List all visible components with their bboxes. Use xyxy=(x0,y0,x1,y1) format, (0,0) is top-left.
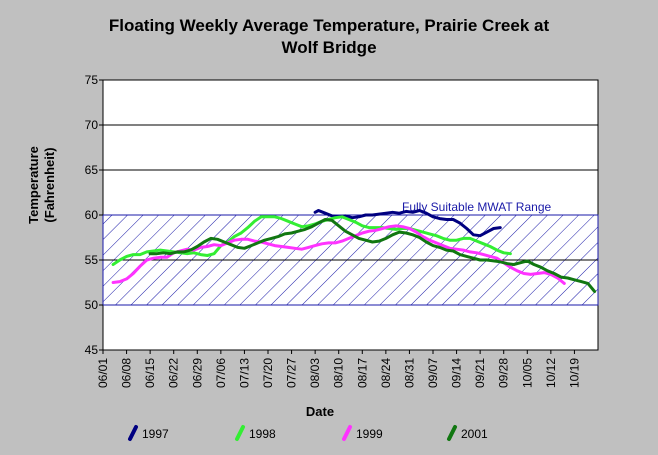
x-tick-label: 08/10 xyxy=(332,358,346,388)
x-tick-label: 08/24 xyxy=(379,358,393,388)
x-tick-label: 10/12 xyxy=(544,358,558,388)
x-axis-title: Date xyxy=(306,404,334,419)
y-tick-label: 55 xyxy=(85,253,99,267)
x-tick-label: 07/27 xyxy=(285,358,299,388)
x-tick-label: 08/17 xyxy=(355,358,369,388)
x-tick-label: 06/08 xyxy=(120,358,134,388)
y-tick-label: 65 xyxy=(85,163,99,177)
series-line-2001 xyxy=(148,218,597,293)
legend-swatch-1999 xyxy=(342,425,352,441)
y-tick-label: 50 xyxy=(85,298,99,312)
x-tick-label: 09/21 xyxy=(473,358,487,388)
series-lines xyxy=(111,209,597,293)
y-tick-label: 45 xyxy=(85,343,99,357)
y-tick-label: 60 xyxy=(85,208,99,222)
x-tick-label: 06/01 xyxy=(96,358,110,388)
x-tick-label: 06/15 xyxy=(143,358,157,388)
y-tick-label: 75 xyxy=(85,73,99,87)
x-tick-label: 09/07 xyxy=(426,358,440,388)
x-tick-label: 07/13 xyxy=(237,358,251,388)
x-tick-labels: 06/01 06/08 06/15 06/22 06/29 07/06 07/13 07/20… xyxy=(96,350,581,388)
legend-label-1997: 1997 xyxy=(142,427,169,441)
chart-title-line2: Wolf Bridge xyxy=(281,38,376,57)
x-tick-label: 10/05 xyxy=(520,358,534,388)
mwat-range-label: Fully Suitable MWAT Range xyxy=(402,200,551,214)
legend: 1997 1998 1999 2001 xyxy=(128,425,488,441)
x-tick-label: 07/20 xyxy=(261,358,275,388)
legend-swatch-1997 xyxy=(128,425,138,441)
legend-label-2001: 2001 xyxy=(461,427,488,441)
legend-swatch-2001 xyxy=(447,425,457,441)
x-tick-label: 09/14 xyxy=(450,358,464,388)
legend-label-1998: 1998 xyxy=(249,427,276,441)
x-tick-label: 09/28 xyxy=(497,358,511,388)
x-tick-label: 06/22 xyxy=(167,358,181,388)
y-tick-label: 70 xyxy=(85,118,99,132)
legend-label-1999: 1999 xyxy=(356,427,383,441)
x-tick-label: 07/06 xyxy=(214,358,228,388)
y-axis-title-line2: (Fahrenheit) xyxy=(42,147,57,222)
x-tick-label: 08/31 xyxy=(402,358,416,388)
y-axis-title-line1: Temperature xyxy=(26,146,41,224)
chart-title-line1: Floating Weekly Average Temperature, Pra… xyxy=(109,16,550,35)
legend-swatch-1998 xyxy=(235,425,245,441)
x-tick-label: 10/19 xyxy=(567,358,581,388)
x-tick-label: 06/29 xyxy=(190,358,204,388)
x-tick-label: 08/03 xyxy=(308,358,322,388)
y-tick-labels: 75 70 65 60 55 50 45 xyxy=(85,73,103,357)
